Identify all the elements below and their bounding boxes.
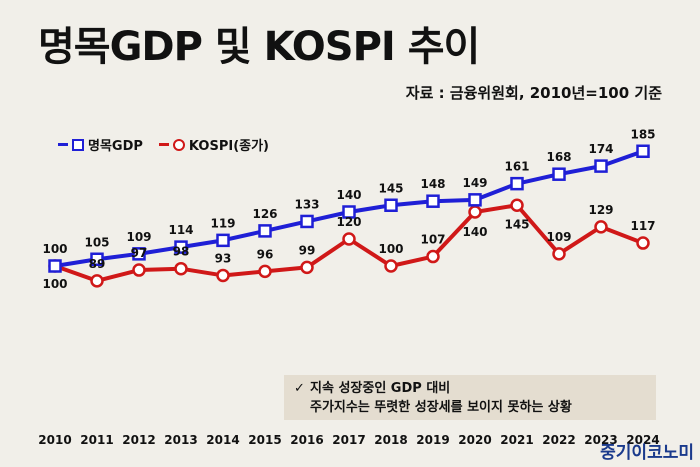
legend: 명목GDP KOSPI(종가): [58, 135, 269, 154]
legend-marker-kospi: [172, 138, 185, 151]
x-tick-label: 2015: [248, 433, 281, 447]
gdp-data-label: 126: [252, 207, 277, 221]
gdp-data-label: 168: [546, 150, 571, 164]
gdp-point: [216, 233, 230, 248]
kospi-point: [132, 263, 146, 277]
gdp-data-label: 174: [588, 142, 613, 156]
gdp-data-label: 100: [42, 242, 67, 256]
callout-box: ✓ 지속 성장중인 GDP 대비 주가지수는 뚜렷한 성장세를 보이지 못하는 상…: [284, 375, 656, 420]
kospi-point: [594, 220, 608, 234]
gdp-point: [90, 252, 104, 266]
kospi-data-label: 89: [89, 257, 106, 271]
legend-line-kospi: [158, 143, 169, 146]
kospi-data-label: 98: [173, 245, 190, 259]
kospi-data-label: 99: [299, 243, 316, 257]
gdp-data-label: 161: [504, 160, 529, 174]
gdp-point: [174, 240, 188, 254]
kospi-data-label: 145: [504, 217, 529, 231]
legend-line-gdp: [58, 143, 68, 146]
kospi-data-label: 140: [462, 225, 487, 239]
x-tick-label: 2014: [206, 433, 239, 447]
legend-item-kospi: KOSPI(종가): [158, 135, 269, 154]
kospi-point: [636, 236, 650, 250]
check-icon: ✓: [294, 381, 305, 396]
chart-title: 명목GDP 및 KOSPI 추이: [38, 24, 480, 70]
kospi-data-label: 93: [215, 251, 232, 265]
gdp-data-label: 109: [126, 230, 151, 244]
legend-label-kospi: KOSPI(종가): [188, 139, 269, 154]
kospi-data-label: 120: [336, 215, 361, 229]
gdp-data-label: 114: [168, 223, 193, 237]
gdp-data-label: 119: [210, 216, 235, 230]
kospi-point: [174, 261, 188, 276]
x-tick-label: 2024: [626, 433, 659, 447]
gdp-data-label: 105: [84, 235, 109, 249]
gdp-point: [510, 176, 524, 191]
kospi-point: [300, 260, 314, 275]
kospi-point: [90, 274, 104, 288]
x-tick-label: 2017: [332, 433, 365, 447]
x-tick-label: 2012: [122, 433, 155, 447]
x-tick-label: 2022: [542, 433, 575, 447]
kospi-data-label: 96: [257, 247, 274, 261]
kospi-point: [342, 232, 356, 246]
kospi-point: [216, 268, 230, 283]
x-tick-label: 2010: [38, 433, 71, 447]
gdp-data-label: 140: [336, 188, 361, 202]
kospi-point: [258, 264, 272, 279]
kospi-data-label: 129: [588, 203, 613, 217]
callout-line-1: ✓ 지속 성장중인 GDP 대비: [294, 379, 656, 398]
source-note: 자료 : 금융위원회, 2010년=100 기준: [405, 84, 662, 102]
kospi-point: [510, 198, 524, 212]
kospi-point: [552, 247, 566, 261]
kospi-data-label: 97: [131, 246, 148, 260]
legend-item-gdp: 명목GDP: [58, 135, 143, 154]
kospi-data-label: 117: [630, 219, 655, 233]
callout-line-2: 주가지수는 뚜렷한 성장세를 보이지 못하는 상황: [310, 400, 572, 415]
gdp-point: [552, 167, 566, 181]
gdp-point: [636, 144, 650, 158]
gdp-data-label: 149: [462, 176, 487, 190]
x-tick-label: 2021: [500, 433, 533, 447]
legend-label-gdp: 명목GDP: [88, 139, 143, 154]
gdp-point: [384, 198, 398, 212]
x-tick-label: 2019: [416, 433, 449, 447]
gdp-point: [468, 193, 482, 207]
gdp-point: [300, 214, 314, 229]
kospi-data-label: 109: [546, 230, 571, 244]
gdp-data-label: 185: [630, 127, 655, 141]
gdp-point: [258, 224, 272, 238]
gdp-point: [594, 159, 608, 173]
kospi-point: [384, 259, 398, 273]
brand-logo: 중기이코노미: [600, 443, 694, 463]
kospi-point: [426, 249, 440, 264]
x-tick-label: 2016: [290, 433, 323, 447]
x-tick-label: 2011: [80, 433, 113, 447]
legend-marker-gdp: [72, 138, 84, 151]
gdp-point: [426, 194, 440, 208]
gdp-point: [48, 259, 62, 273]
x-tick-label: 2018: [374, 433, 407, 447]
gdp-point: [342, 205, 356, 219]
gdp-point: [132, 247, 146, 261]
x-tick-label: 2020: [458, 433, 491, 447]
kospi-data-label: 100: [378, 242, 403, 256]
kospi-data-label: 107: [420, 233, 445, 247]
gdp-data-label: 148: [420, 177, 445, 191]
kospi-data-label: 100: [42, 277, 67, 291]
callout-text-1: 지속 성장중인 GDP 대비: [310, 381, 451, 396]
x-tick-label: 2013: [164, 433, 197, 447]
gdp-data-label: 145: [378, 181, 403, 195]
x-tick-label: 2023: [584, 433, 617, 447]
gdp-data-label: 133: [294, 197, 319, 211]
kospi-point: [468, 205, 482, 219]
